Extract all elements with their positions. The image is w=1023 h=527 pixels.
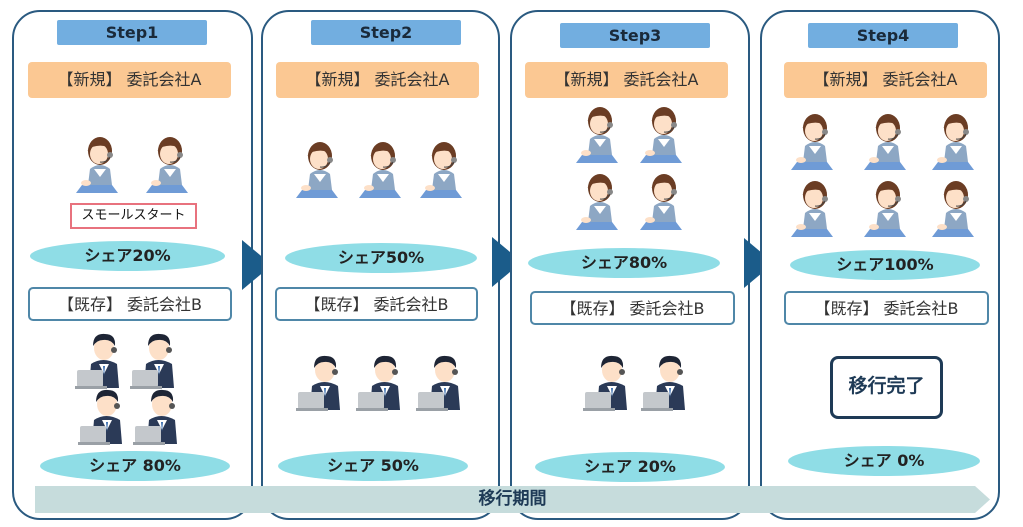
- male-operator-icon: [296, 350, 352, 412]
- male-operator-icon: [356, 350, 412, 412]
- female-operator-icon: [572, 103, 628, 165]
- migration-period-arrow: 移行期間: [35, 486, 990, 513]
- female-operator-icon: [928, 177, 984, 239]
- period-arrow-shape: [35, 486, 990, 513]
- female-operator-icon: [72, 133, 128, 195]
- step1-company-b: 【既存】 委託会社B: [28, 287, 232, 321]
- step1-label: Step1: [57, 20, 207, 45]
- step2-share-b: シェア 50%: [278, 451, 468, 481]
- step4-company-a: 【新規】 委託会社A: [784, 62, 987, 98]
- female-operator-icon: [860, 177, 916, 239]
- female-operator-icon: [572, 170, 628, 232]
- step2-company-a: 【新規】 委託会社A: [276, 62, 479, 98]
- female-operator-icon: [787, 110, 843, 172]
- female-operator-icon: [787, 177, 843, 239]
- male-operator-icon: [641, 350, 697, 412]
- female-operator-icon: [142, 133, 198, 195]
- step4-share-b: シェア 0%: [788, 446, 980, 476]
- female-operator-icon: [860, 110, 916, 172]
- male-operator-icon: [130, 328, 186, 390]
- female-operator-icon: [636, 170, 692, 232]
- female-operator-icon: [355, 138, 411, 200]
- female-operator-icon: [292, 138, 348, 200]
- step4-share-a: シェア100%: [790, 250, 980, 280]
- step1-company-a: 【新規】 委託会社A: [28, 62, 231, 98]
- step3-share-b: シェア 20%: [535, 452, 725, 482]
- step2-share-a: シェア50%: [285, 243, 477, 273]
- small-start-note: スモールスタート: [70, 203, 197, 229]
- male-operator-icon: [416, 350, 472, 412]
- step3-company-b: 【既存】 委託会社B: [530, 291, 735, 325]
- male-operator-icon: [78, 384, 134, 446]
- male-operator-icon: [583, 350, 639, 412]
- step3-share-a: シェア80%: [528, 248, 720, 278]
- step3-label: Step3: [560, 23, 710, 48]
- step1-share-a: シェア20%: [30, 241, 225, 271]
- step4-company-b: 【既存】 委託会社B: [784, 291, 989, 325]
- migration-complete-box: 移行完了: [830, 356, 943, 419]
- step1-share-b: シェア 80%: [40, 451, 230, 481]
- male-operator-icon: [133, 384, 189, 446]
- migration-period-label: 移行期間: [478, 489, 547, 509]
- male-operator-icon: [75, 328, 131, 390]
- step2-company-b: 【既存】 委託会社B: [275, 287, 478, 321]
- step4-label: Step4: [808, 23, 958, 48]
- female-operator-icon: [636, 103, 692, 165]
- female-operator-icon: [416, 138, 472, 200]
- female-operator-icon: [928, 110, 984, 172]
- step3-company-a: 【新規】 委託会社A: [525, 62, 728, 98]
- step2-label: Step2: [311, 20, 461, 45]
